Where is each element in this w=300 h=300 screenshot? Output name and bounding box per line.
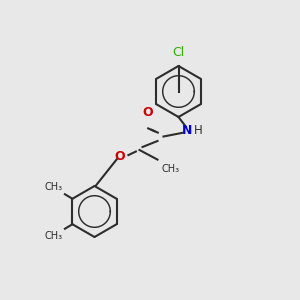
Text: O: O	[115, 149, 125, 163]
Text: Cl: Cl	[172, 46, 184, 59]
Text: CH₃: CH₃	[162, 164, 180, 174]
Text: N: N	[182, 124, 193, 137]
Text: O: O	[142, 106, 153, 119]
Text: CH₃: CH₃	[45, 231, 63, 241]
Text: H: H	[194, 124, 202, 137]
Text: CH₃: CH₃	[45, 182, 63, 192]
